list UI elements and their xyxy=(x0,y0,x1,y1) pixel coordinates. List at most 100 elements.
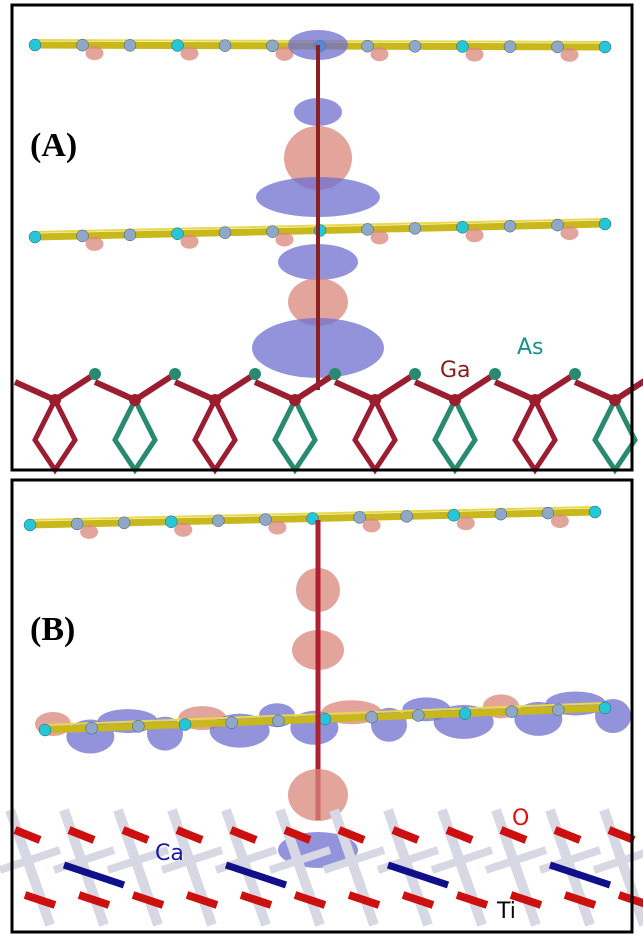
substrate-bond xyxy=(295,895,325,905)
density-blob xyxy=(466,48,484,62)
density-blob xyxy=(466,228,484,242)
density-blob xyxy=(174,523,192,537)
atom xyxy=(172,40,184,52)
density-blob xyxy=(86,46,104,60)
atom xyxy=(267,40,279,52)
atom xyxy=(362,40,374,52)
lattice-bond xyxy=(355,400,395,470)
lattice-atom xyxy=(409,368,421,380)
atom xyxy=(409,40,421,52)
density-blob xyxy=(371,47,389,61)
panel-label: (B) xyxy=(30,611,75,648)
lattice-atom xyxy=(169,368,181,380)
atom xyxy=(165,516,177,528)
lattice-atom xyxy=(569,368,581,380)
atom xyxy=(409,222,421,234)
density-blob xyxy=(86,237,104,251)
atom xyxy=(212,515,224,527)
atom xyxy=(29,39,41,51)
atom xyxy=(39,724,51,736)
atom xyxy=(179,719,191,731)
density-blob xyxy=(276,233,294,247)
atom xyxy=(354,511,366,523)
atom-label: As xyxy=(517,335,544,360)
atom xyxy=(589,506,601,518)
atom xyxy=(267,226,279,238)
atom xyxy=(24,519,36,531)
atom-label: O xyxy=(512,806,529,831)
lattice-atom xyxy=(369,394,381,406)
lattice-atom xyxy=(489,368,501,380)
atom xyxy=(86,722,98,734)
lattice-atom xyxy=(49,394,61,406)
density-blob xyxy=(561,226,579,240)
atom xyxy=(362,223,374,235)
atom xyxy=(132,720,144,732)
atom xyxy=(599,41,611,53)
substrate-bond xyxy=(403,895,433,905)
substrate-bond xyxy=(187,895,217,905)
density-blob xyxy=(268,521,286,535)
lattice-bond xyxy=(595,400,635,470)
lattice-atom xyxy=(449,394,461,406)
atom xyxy=(495,508,507,520)
lattice-bond xyxy=(435,400,475,470)
atom xyxy=(542,507,554,519)
lattice-atom xyxy=(89,368,101,380)
atom xyxy=(457,221,469,233)
substrate-bond xyxy=(79,895,109,905)
substrate-bond xyxy=(133,895,163,905)
atom xyxy=(124,229,136,241)
lattice-atom xyxy=(329,368,341,380)
atom xyxy=(219,227,231,239)
atom xyxy=(259,514,271,526)
atom xyxy=(319,713,331,725)
atom xyxy=(459,708,471,720)
page: (A) Ga As (B) Ca O Ti (() => { const dat… xyxy=(0,0,643,937)
atom xyxy=(401,510,413,522)
atom xyxy=(599,218,611,230)
lattice-bond xyxy=(275,400,315,470)
density-blob xyxy=(181,235,199,249)
atom xyxy=(272,715,284,727)
atom xyxy=(412,709,424,721)
lattice-bond xyxy=(515,400,555,470)
panel-label: (A) xyxy=(30,127,77,164)
lattice-bond xyxy=(195,400,235,470)
atom xyxy=(506,706,518,718)
figure: (A) Ga As (B) Ca O Ti xyxy=(0,0,643,937)
atom xyxy=(366,711,378,723)
density-blob xyxy=(80,525,98,539)
lattice-atom xyxy=(609,394,621,406)
atom-label: Ti xyxy=(496,899,516,924)
substrate-bond xyxy=(565,895,595,905)
lattice-bond xyxy=(35,400,75,470)
lattice-atom xyxy=(129,394,141,406)
substrate-bond xyxy=(241,895,271,905)
atom xyxy=(504,220,516,232)
atom xyxy=(77,230,89,242)
lattice-atom xyxy=(289,394,301,406)
density-blob xyxy=(371,230,389,244)
substrate-bond xyxy=(457,895,487,905)
density-blob xyxy=(181,47,199,61)
lattice-bond xyxy=(115,400,155,470)
density-blob xyxy=(551,514,569,528)
atom xyxy=(552,704,564,716)
atom xyxy=(552,41,564,53)
atom xyxy=(118,517,130,529)
atom xyxy=(504,41,516,53)
atom xyxy=(29,231,41,243)
decoration xyxy=(0,30,643,925)
substrate-bond xyxy=(349,895,379,905)
atom xyxy=(552,219,564,231)
atom xyxy=(599,702,611,714)
atom xyxy=(71,518,83,530)
density-blob xyxy=(363,518,381,532)
atom-label: Ca xyxy=(155,841,184,866)
lattice-atom xyxy=(209,394,221,406)
atom-label: Ga xyxy=(440,358,471,383)
density-blob xyxy=(457,516,475,530)
atom xyxy=(226,717,238,729)
atom xyxy=(457,41,469,53)
